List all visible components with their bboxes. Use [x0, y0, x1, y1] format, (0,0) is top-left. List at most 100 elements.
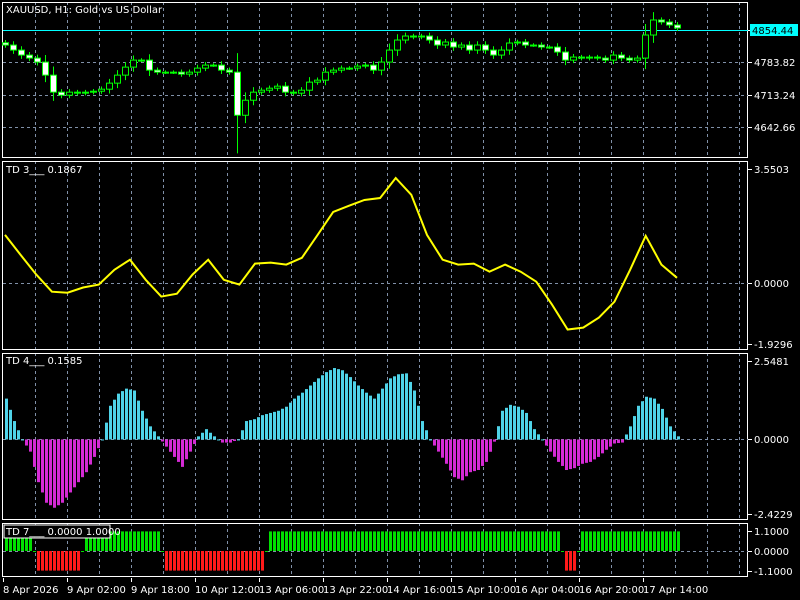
candle-body: [538, 44, 545, 48]
td4-bar: [309, 385, 312, 440]
candle: [194, 64, 201, 76]
td4-bar: [585, 439, 588, 463]
candle-body: [626, 57, 633, 61]
td7-bar: [661, 531, 664, 551]
td7-bar: [173, 551, 176, 571]
td4-bar: [473, 439, 476, 472]
td7-bar: [205, 551, 208, 571]
td4-bar: [165, 439, 168, 447]
y-tick-label: 0.0000: [754, 547, 789, 558]
candle: [34, 54, 41, 66]
td7-bar: [405, 531, 408, 551]
candle-body: [410, 35, 417, 38]
candle: [274, 83, 281, 91]
td7-bar: [453, 531, 456, 551]
td4-bar: [369, 395, 372, 440]
td4-bar: [169, 439, 172, 452]
td4-bar: [245, 421, 248, 440]
candle-body: [82, 91, 89, 94]
td7-bar: [29, 531, 32, 551]
td4-bar: [489, 439, 492, 452]
candle-body: [594, 56, 601, 59]
candle: [554, 43, 561, 56]
td4-bar: [17, 430, 20, 440]
candle-body: [666, 21, 673, 26]
candle-body: [322, 71, 329, 81]
candle-body: [554, 46, 561, 53]
td4-bar: [481, 439, 484, 466]
td7-bar: [301, 531, 304, 551]
td7-bar: [605, 531, 608, 551]
td4-bar: [329, 370, 332, 440]
candle: [370, 61, 377, 74]
candle: [610, 51, 617, 64]
td4-bar: [261, 415, 264, 440]
td4-bar: [417, 405, 420, 440]
candle-body: [130, 59, 137, 68]
td7-bar: [17, 531, 20, 551]
td4-bar: [93, 439, 96, 457]
td7-bar: [169, 551, 172, 571]
candle: [458, 42, 465, 50]
td4-bar: [353, 381, 356, 440]
candle-body: [482, 44, 489, 51]
td7-bar: [41, 551, 44, 571]
td7-bar: [49, 551, 52, 571]
td7-bar: [449, 531, 452, 551]
td7-bar: [149, 531, 152, 551]
td4-bar: [433, 439, 436, 446]
candle: [170, 70, 177, 74]
y-tick-label: 2.5481: [754, 357, 789, 368]
td7-bar: [141, 531, 144, 551]
candle: [146, 54, 153, 76]
candle-body: [602, 57, 609, 61]
td4-bar: [209, 432, 212, 440]
td4-bar: [509, 404, 512, 440]
candle: [218, 61, 225, 74]
candle: [322, 67, 329, 86]
td4-bar: [465, 439, 468, 477]
td4-bar: [69, 439, 72, 493]
td7-bar: [653, 531, 656, 551]
td4-bar: [173, 439, 176, 457]
td4-bar: [61, 439, 64, 503]
td7-bar: [457, 531, 460, 551]
td7-bar: [561, 551, 564, 552]
td7-bar: [517, 531, 520, 551]
candle: [74, 89, 81, 96]
candle-body: [210, 64, 217, 67]
td7-bar: [645, 531, 648, 551]
candle-body: [194, 67, 201, 73]
td4-bar: [41, 439, 44, 493]
td7-bar: [601, 531, 604, 551]
td7-bar: [629, 531, 632, 551]
td7-bar: [465, 531, 468, 551]
panel-1: 3.5503 0.0000 -1.9296: [2, 161, 793, 351]
candle: [402, 32, 409, 44]
td7-bar: [345, 531, 348, 551]
td7-bar: [625, 531, 628, 551]
candle-body: [650, 19, 657, 36]
candle-body: [34, 57, 41, 63]
candle: [450, 38, 457, 51]
candle: [298, 87, 305, 97]
td4-bar: [505, 407, 508, 440]
td4-bar: [49, 439, 52, 506]
td7-bar: [461, 531, 464, 551]
td4-bar: [513, 405, 516, 440]
td4-bar: [325, 372, 328, 440]
td7-bar: [253, 551, 256, 571]
candle: [426, 32, 433, 44]
td4-bar: [337, 369, 340, 440]
td7-bar: [129, 531, 132, 551]
candle-body: [338, 67, 345, 71]
candle-body: [138, 59, 145, 62]
td7-bar: [213, 551, 216, 571]
td4-bar: [425, 430, 428, 440]
candle-body: [306, 81, 313, 91]
td4-bar: [105, 422, 108, 440]
td7-bar: [385, 531, 388, 551]
td7-bar: [441, 531, 444, 551]
candle-body: [586, 56, 593, 59]
